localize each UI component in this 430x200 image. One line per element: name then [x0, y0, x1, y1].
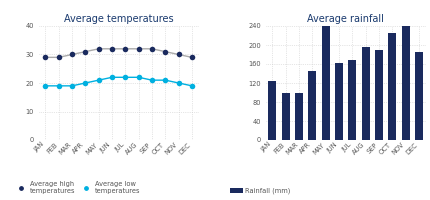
Title: Average rainfall: Average rainfall [307, 14, 384, 24]
Bar [375, 50, 383, 140]
Point [42, 84, 49, 87]
Bar [402, 26, 410, 140]
Point [108, 76, 115, 79]
Point [42, 56, 49, 59]
Point [148, 47, 155, 50]
Bar [322, 26, 330, 140]
Bar [388, 33, 396, 140]
Bar [415, 52, 423, 140]
Legend: Rainfall (mm): Rainfall (mm) [227, 185, 293, 197]
Point [148, 79, 155, 82]
Point [55, 84, 62, 87]
Bar [335, 63, 343, 140]
Point [82, 50, 89, 53]
Point [68, 53, 75, 56]
Point [122, 47, 129, 50]
Point [55, 56, 62, 59]
Point [175, 53, 182, 56]
Bar [348, 60, 356, 140]
Point [188, 56, 195, 59]
Point [162, 50, 169, 53]
Point [135, 47, 142, 50]
Bar [282, 92, 290, 140]
Point [68, 84, 75, 87]
Point [162, 79, 169, 82]
Point [122, 76, 129, 79]
Point [82, 81, 89, 85]
Point [108, 47, 115, 50]
Bar [362, 47, 370, 140]
Bar [308, 71, 316, 140]
Legend: Average high
temperatures, Average low
temperatures: Average high temperatures, Average low t… [12, 178, 143, 197]
Bar [295, 92, 303, 140]
Point [175, 81, 182, 85]
Point [95, 79, 102, 82]
Point [188, 84, 195, 87]
Bar [268, 81, 276, 140]
Point [95, 47, 102, 50]
Point [135, 76, 142, 79]
Title: Average temperatures: Average temperatures [64, 14, 173, 24]
